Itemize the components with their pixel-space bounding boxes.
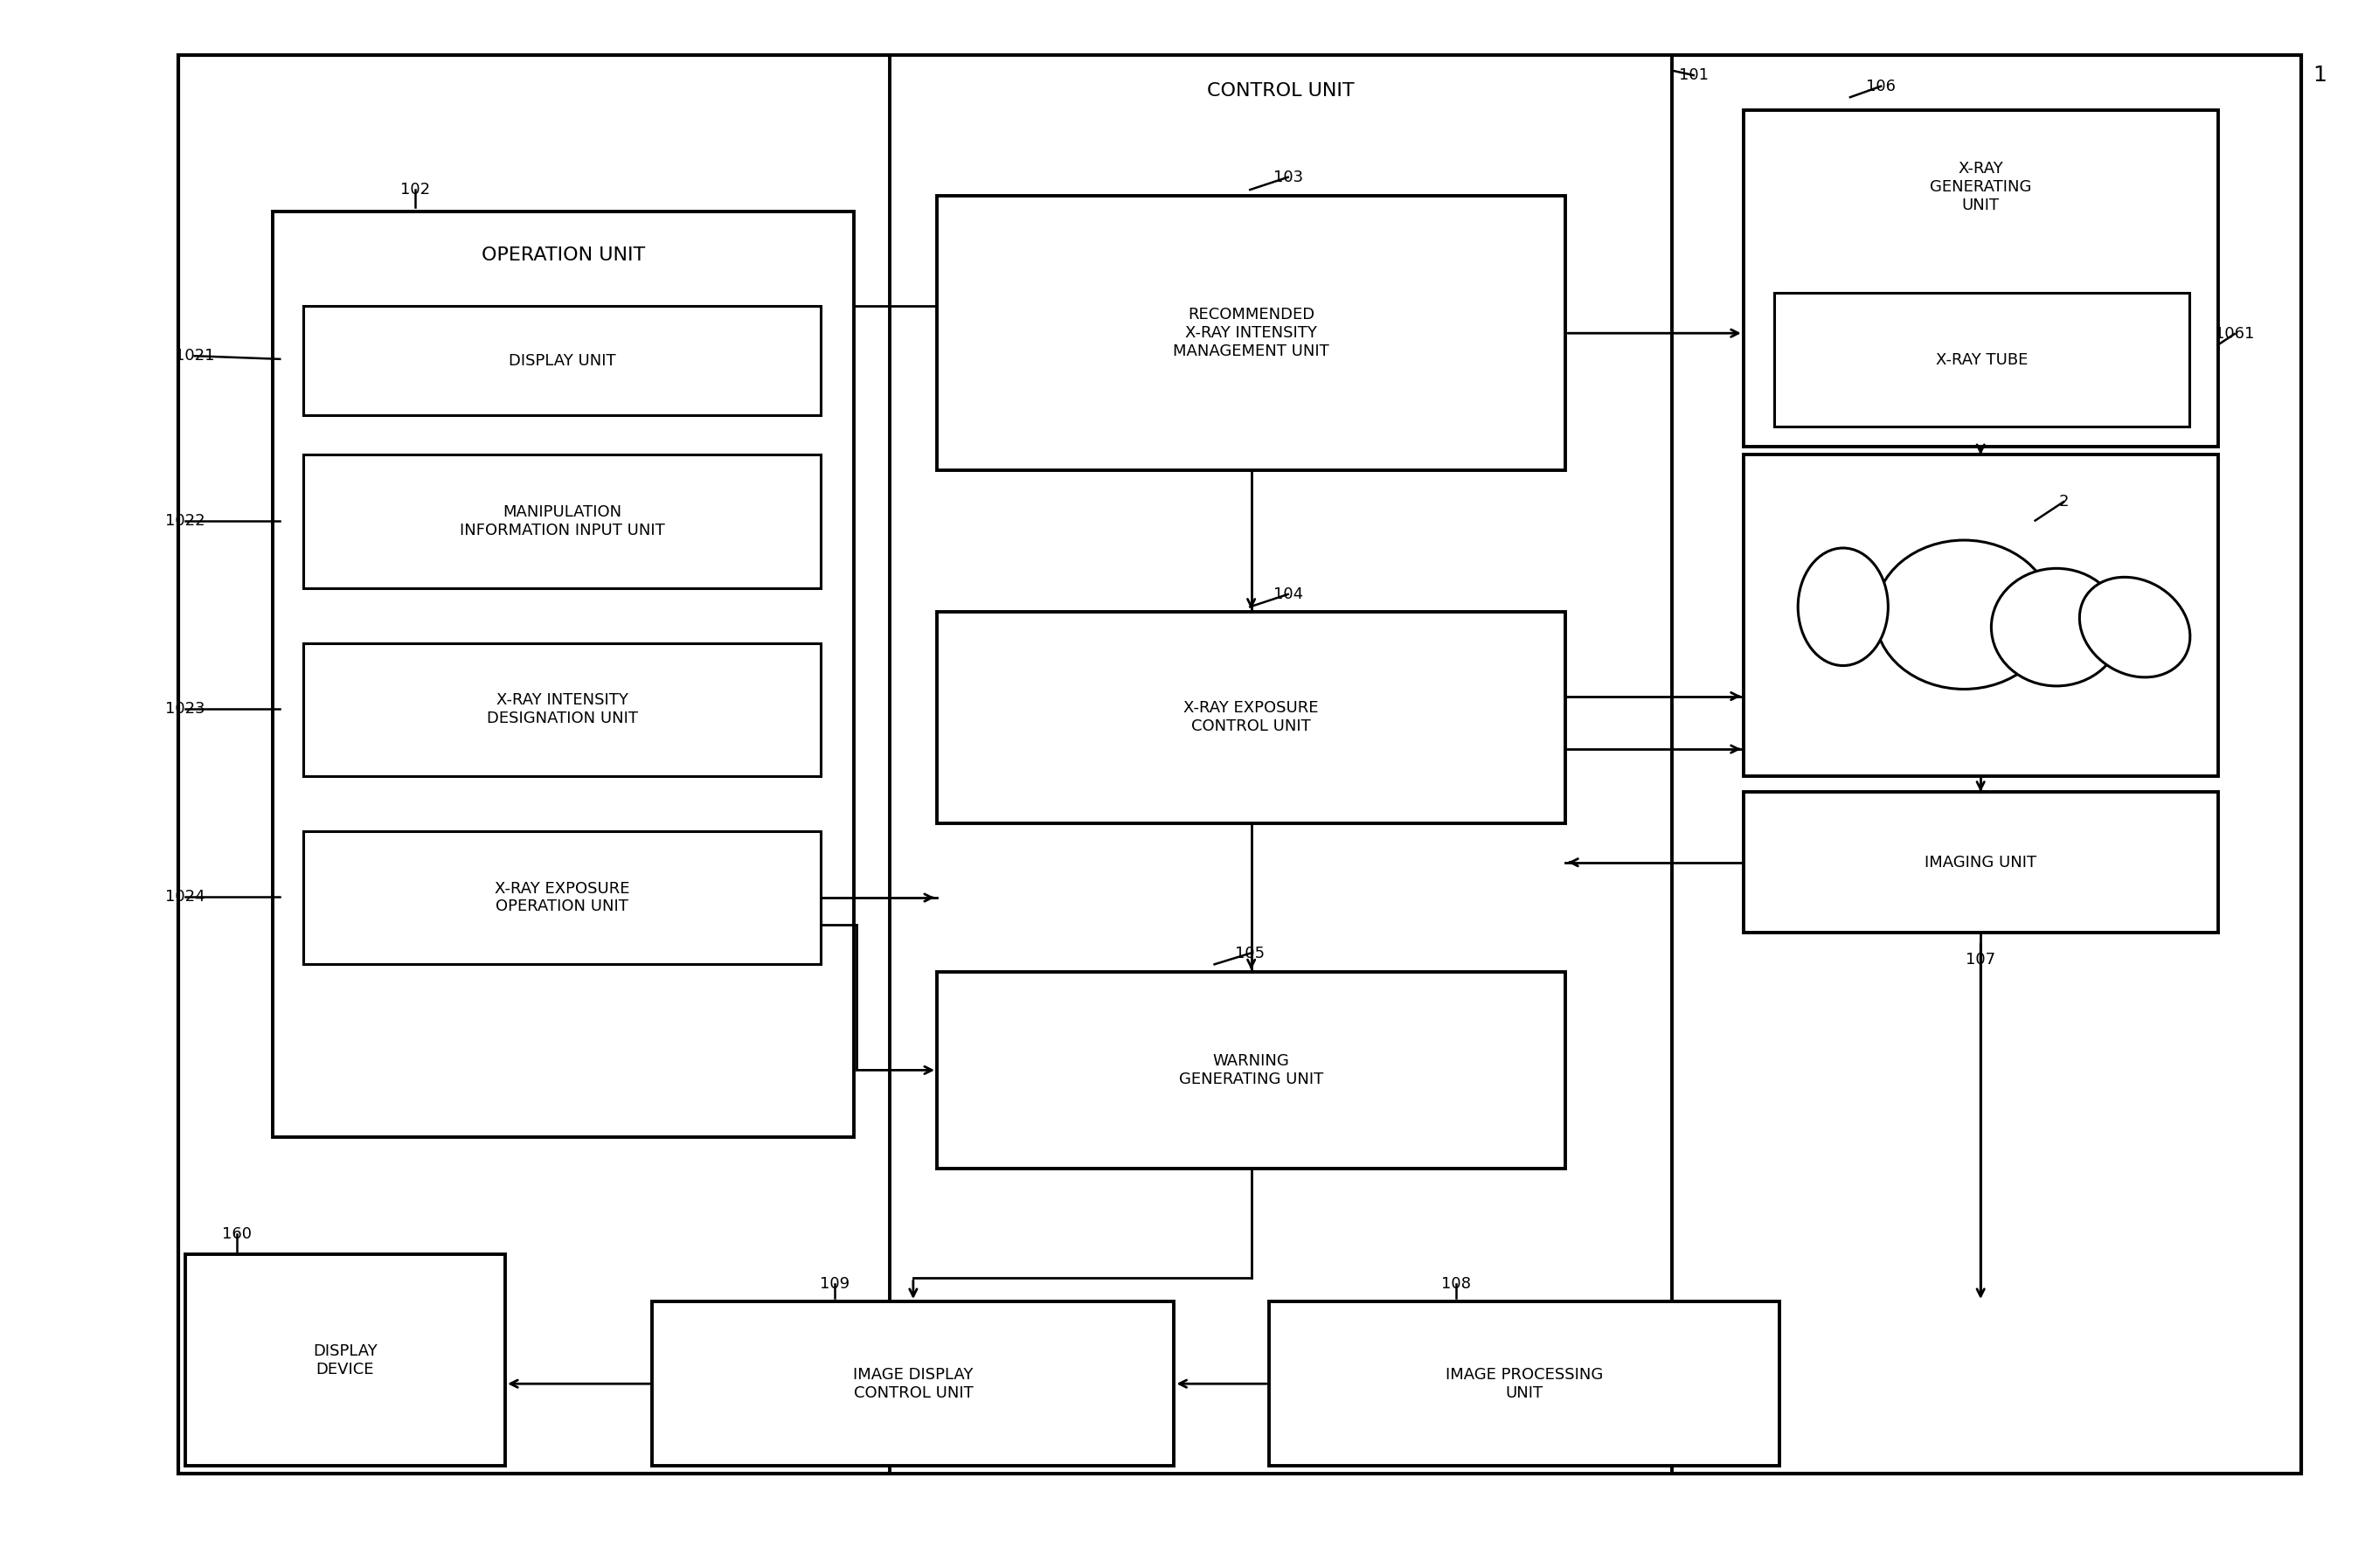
Text: X-RAY EXPOSURE
OPERATION UNIT: X-RAY EXPOSURE OPERATION UNIT: [496, 881, 629, 914]
Bar: [1743, 455, 2218, 776]
Bar: [652, 1301, 1174, 1466]
Bar: [1743, 792, 2218, 933]
Text: DISPLAY UNIT: DISPLAY UNIT: [508, 353, 617, 368]
Text: 105: 105: [1236, 946, 1264, 961]
Bar: [178, 55, 2301, 1474]
Text: 106: 106: [1867, 78, 1895, 94]
Bar: [937, 196, 1566, 470]
Ellipse shape: [1874, 541, 2054, 690]
Text: 108: 108: [1442, 1276, 1471, 1292]
Text: X-RAY
GENERATING
UNIT: X-RAY GENERATING UNIT: [1931, 162, 2030, 213]
Text: 104: 104: [1274, 586, 1302, 602]
Text: CONTROL UNIT: CONTROL UNIT: [1207, 82, 1354, 100]
Text: MANIPULATION
INFORMATION INPUT UNIT: MANIPULATION INFORMATION INPUT UNIT: [460, 505, 664, 538]
Text: IMAGING UNIT: IMAGING UNIT: [1924, 855, 2038, 870]
Bar: [890, 55, 1672, 1474]
Text: 103: 103: [1274, 169, 1302, 185]
Bar: [304, 455, 821, 588]
Bar: [304, 643, 821, 776]
Text: 101: 101: [1679, 67, 1708, 83]
Text: RECOMMENDED
X-RAY INTENSITY
MANAGEMENT UNIT: RECOMMENDED X-RAY INTENSITY MANAGEMENT U…: [1174, 307, 1328, 359]
Bar: [304, 831, 821, 964]
Text: IMAGE DISPLAY
CONTROL UNIT: IMAGE DISPLAY CONTROL UNIT: [854, 1367, 973, 1400]
Text: 1021: 1021: [176, 348, 213, 364]
Text: X-RAY EXPOSURE
CONTROL UNIT: X-RAY EXPOSURE CONTROL UNIT: [1184, 701, 1319, 734]
Text: IMAGE PROCESSING
UNIT: IMAGE PROCESSING UNIT: [1445, 1367, 1603, 1400]
Text: 1024: 1024: [166, 889, 204, 905]
Bar: [1743, 110, 2218, 447]
Bar: [1269, 1301, 1779, 1466]
Text: 2: 2: [2059, 494, 2068, 510]
Text: 1061: 1061: [2215, 326, 2253, 342]
Bar: [185, 1254, 505, 1466]
Text: 160: 160: [223, 1226, 251, 1242]
Text: WARNING
GENERATING UNIT: WARNING GENERATING UNIT: [1179, 1054, 1324, 1087]
Bar: [304, 306, 821, 416]
Ellipse shape: [1798, 547, 1888, 666]
Text: 1: 1: [2313, 64, 2327, 86]
Bar: [1774, 293, 2189, 426]
Ellipse shape: [2080, 577, 2189, 677]
Text: 102: 102: [401, 182, 429, 198]
Text: DISPLAY
DEVICE: DISPLAY DEVICE: [313, 1344, 377, 1377]
Text: X-RAY TUBE: X-RAY TUBE: [1936, 351, 2028, 368]
Bar: [273, 212, 854, 1137]
Text: 1023: 1023: [166, 701, 204, 717]
Text: 107: 107: [1966, 952, 1995, 967]
Text: 109: 109: [821, 1276, 849, 1292]
Bar: [937, 612, 1566, 823]
Text: 1022: 1022: [166, 513, 204, 528]
Ellipse shape: [1990, 569, 2123, 687]
Text: OPERATION UNIT: OPERATION UNIT: [482, 246, 645, 265]
Text: X-RAY INTENSITY
DESIGNATION UNIT: X-RAY INTENSITY DESIGNATION UNIT: [486, 693, 638, 726]
Bar: [937, 972, 1566, 1168]
